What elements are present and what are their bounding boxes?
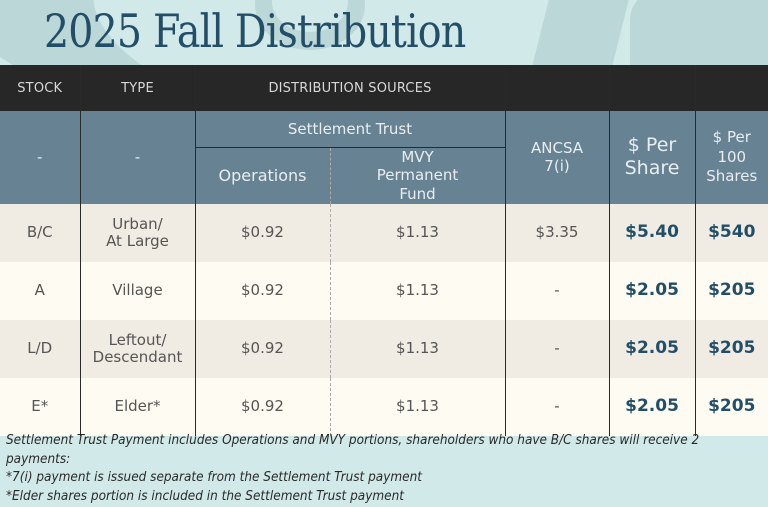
cell-per-share: $2.05 xyxy=(609,261,696,320)
table-row: B/C Urban/At Large $0.92 $1.13 $3.35 $5.… xyxy=(0,203,768,262)
footnote: *Elder shares portion is included in the… xyxy=(6,488,404,504)
subheader-per-100-shares: $ Per 100 Shares xyxy=(695,111,768,204)
table-row: E* Elder* $0.92 $1.13 - $2.05 $205 xyxy=(0,377,768,436)
cell-ancsa: - xyxy=(505,377,610,436)
page-title: 2025 Fall Distribution xyxy=(44,4,466,58)
type-line: Urban/ xyxy=(112,214,163,233)
cell-stock: L/D xyxy=(0,319,81,378)
cell-stock: A xyxy=(0,261,81,320)
cell-type: Village xyxy=(80,261,196,320)
header-blank xyxy=(609,65,696,111)
cell-per-share: $5.40 xyxy=(609,203,696,262)
subheader-stock: - xyxy=(0,111,81,204)
ancsa-line: ANCSA xyxy=(531,139,584,158)
type-line: Village xyxy=(112,281,163,300)
footnote: Settlement Trust Payment includes Operat… xyxy=(6,433,700,467)
subheader-operations: Operations xyxy=(195,147,331,204)
cell-ancsa: - xyxy=(505,261,610,320)
header-row: STOCK TYPE DISTRIBUTION SOURCES xyxy=(0,65,768,111)
subheader-settlement-trust: Settlement Trust xyxy=(195,111,506,148)
cell-per-share: $2.05 xyxy=(609,377,696,436)
per-share-line: $ Per xyxy=(627,133,677,156)
subheader-row-2: Operations MVY Permanent Fund xyxy=(0,147,768,204)
header-blank xyxy=(695,65,768,111)
per-100-line: $ Per xyxy=(712,128,751,147)
cell-stock: B/C xyxy=(0,203,81,262)
subheader-type: - xyxy=(80,111,196,204)
cell-operations: $0.92 xyxy=(195,203,331,262)
header-type: TYPE xyxy=(80,65,196,111)
cell-stock: E* xyxy=(0,377,81,436)
table-row: A Village $0.92 $1.13 - $2.05 $205 xyxy=(0,261,768,320)
subheader-per-share: $ Per Share xyxy=(609,111,696,204)
cell-per-100: $205 xyxy=(695,261,768,320)
cell-type: Leftout/Descendant xyxy=(80,319,196,378)
per-100-line: 100 xyxy=(717,147,747,166)
cell-mvy: $1.13 xyxy=(330,203,506,262)
cell-operations: $0.92 xyxy=(195,261,331,320)
table-row: L/D Leftout/Descendant $0.92 $1.13 - $2.… xyxy=(0,319,768,378)
type-line: At Large xyxy=(106,231,169,250)
type-line: Leftout/ xyxy=(108,330,167,349)
cell-operations: $0.92 xyxy=(195,377,331,436)
cell-type: Urban/At Large xyxy=(80,203,196,262)
cell-per-100: $205 xyxy=(695,319,768,378)
subheader-row: - - Settlement Trust ANCSA 7(i) $ Per Sh… xyxy=(0,111,768,204)
cell-per-share: $2.05 xyxy=(609,319,696,378)
subheader-ancsa: ANCSA 7(i) xyxy=(505,111,610,204)
cell-operations: $0.92 xyxy=(195,319,331,378)
cell-per-100: $205 xyxy=(695,377,768,436)
cell-mvy: $1.13 xyxy=(330,261,506,320)
header-blank xyxy=(505,65,610,111)
cell-ancsa: $3.35 xyxy=(505,203,610,262)
cell-mvy: $1.13 xyxy=(330,319,506,378)
header-distribution-sources: DISTRIBUTION SOURCES xyxy=(195,65,506,111)
ancsa-line: 7(i) xyxy=(544,157,570,176)
cell-type: Elder* xyxy=(80,377,196,436)
cell-per-100: $540 xyxy=(695,203,768,262)
type-line: Elder* xyxy=(114,397,161,416)
per-100-line: Shares xyxy=(706,167,758,186)
cell-ancsa: - xyxy=(505,319,610,378)
per-share-line: Share xyxy=(624,157,680,180)
footnotes: Settlement Trust Payment includes Operat… xyxy=(6,432,713,506)
distribution-table: STOCK TYPE DISTRIBUTION SOURCES - - Sett… xyxy=(0,65,768,436)
footnote: *7(i) payment is issued separate from th… xyxy=(6,470,422,485)
subheader-mvy-fund: MVY Permanent Fund xyxy=(330,147,506,204)
cell-mvy: $1.13 xyxy=(330,377,506,436)
type-line: Descendant xyxy=(92,347,183,366)
header-stock: STOCK xyxy=(0,65,81,111)
